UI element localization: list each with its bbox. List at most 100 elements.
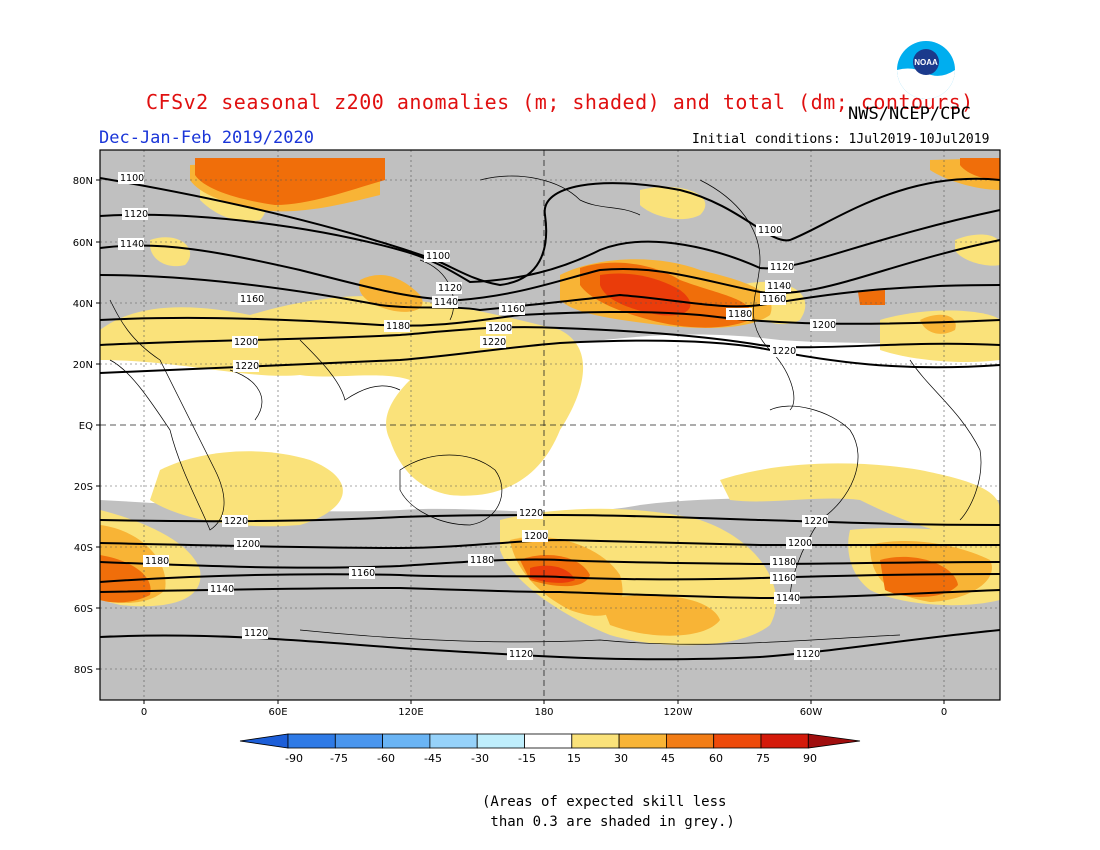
- contour-label-1200-b: 1200: [488, 323, 512, 334]
- contour-label-1140-b: 1140: [434, 297, 458, 308]
- contour-label: 1120: [122, 208, 148, 220]
- lat-label-80s: 80S: [74, 665, 93, 676]
- contour-label-1140-e: 1140: [776, 593, 800, 604]
- colorbar-label: -45: [424, 752, 442, 765]
- height-contours: [99, 177, 1001, 661]
- contour-label-1100-c: 1100: [758, 225, 782, 236]
- contour-label-1140-c: 1140: [767, 281, 791, 292]
- initial-conditions: Initial conditions: 1Jul2019-10Jul2019: [692, 132, 990, 147]
- contour-label: 1200: [522, 530, 548, 542]
- contour-label-1120-d: 1120: [244, 628, 268, 639]
- contour-label: 1120: [768, 261, 794, 273]
- contour-label-1180-a: 1180: [386, 321, 410, 332]
- contour-label-1100-b: 1100: [426, 251, 450, 262]
- contour-label: 1140: [208, 583, 234, 595]
- colorbar-bin: [382, 733, 431, 749]
- colorbar-label: -90: [285, 752, 303, 765]
- colorbar-bin: [239, 733, 289, 749]
- contour-label: 1220: [480, 336, 506, 348]
- colorbar-bin: [618, 733, 667, 749]
- contour-label: 1220: [802, 515, 828, 527]
- contour-label-1220-c: 1220: [772, 346, 796, 357]
- contour-label: 1180: [143, 555, 169, 567]
- contour-label: 1120: [242, 627, 268, 639]
- chart-title: CFSv2 seasonal z200 anomalies (m; shaded…: [146, 90, 974, 114]
- contour-label: 1220: [233, 360, 259, 372]
- contour-label: 1220: [517, 507, 543, 519]
- contour-label-1140-d: 1140: [210, 584, 234, 595]
- lon-label-180: 180: [534, 707, 553, 718]
- lat-label-60s: 60S: [74, 604, 93, 615]
- noaa-logo-text: NOAA: [914, 58, 938, 67]
- forecast-period: Dec-Jan-Feb 2019/2020: [99, 128, 314, 148]
- contour-label: 1200: [486, 322, 512, 334]
- contour-label: 1200: [234, 538, 260, 550]
- contour-label: 1100: [118, 172, 144, 184]
- colorbar-bin: [334, 733, 383, 749]
- contour-label-1200-a: 1200: [234, 337, 258, 348]
- contour-label: 1200: [232, 336, 258, 348]
- contour-label: 1160: [760, 293, 786, 305]
- contour-label: 1180: [770, 556, 796, 568]
- colorbar-bin: [476, 733, 525, 749]
- contour-label: 1140: [774, 592, 800, 604]
- contour-label-1160-c: 1160: [762, 294, 786, 305]
- colorbar-label: -15: [518, 752, 536, 765]
- colorbar-label: 45: [661, 752, 675, 765]
- lat-label-20s: 20S: [74, 482, 93, 493]
- colorbar-bin: [666, 733, 715, 749]
- contour-label-1120-f: 1120: [796, 649, 820, 660]
- contour-label-1140-a: 1140: [120, 239, 144, 250]
- anomaly-60-75: [530, 273, 691, 583]
- contour-label: 1220: [770, 345, 796, 357]
- contour-label-group: 1100 1100 1100 1120 1120 1120 1140 1140 …: [118, 172, 836, 660]
- contour-label-1180-e: 1180: [772, 557, 796, 568]
- contour-label-1100-a: 1100: [120, 173, 144, 184]
- contour-label: 1200: [810, 319, 836, 331]
- colorbar: [239, 733, 861, 749]
- noaa-logo-icon: NOAA: [897, 41, 955, 99]
- contour-label: 1160: [238, 293, 264, 305]
- contour-label: 1160: [770, 572, 796, 584]
- contour-label: 1180: [384, 320, 410, 332]
- lon-label-60w: 60W: [800, 707, 823, 718]
- axis-ticks: [96, 179, 945, 704]
- contour-label: 1140: [432, 296, 458, 308]
- reference-lines: [100, 150, 1000, 700]
- contour-label-1220-e: 1220: [519, 508, 543, 519]
- colorbar-bin: [713, 733, 762, 749]
- contour-label-1220-d: 1220: [224, 516, 248, 527]
- contour-label-1220-a: 1220: [235, 361, 259, 372]
- contour-label-1120-c: 1120: [770, 262, 794, 273]
- contour-label-1200-d: 1200: [236, 539, 260, 550]
- contour-label-1220-f: 1220: [804, 516, 828, 527]
- colorbar-bin: [807, 733, 861, 749]
- coastlines: [109, 175, 982, 645]
- skill-note: (Areas of expected skill less than 0.3 a…: [482, 794, 735, 830]
- colorbar-bin: [287, 733, 336, 749]
- contour-label: 1160: [349, 567, 375, 579]
- colorbar-bin: [571, 733, 620, 749]
- colorbar-label: 60: [709, 752, 723, 765]
- colorbar-label: -60: [377, 752, 395, 765]
- latitude-axis: 80N 60N 40N 20N EQ 20S 40S 60S 80S: [73, 176, 93, 676]
- contour-label: 1140: [118, 238, 144, 250]
- lat-label-60n: 60N: [73, 238, 93, 249]
- contour-label: 1120: [436, 282, 462, 294]
- lon-label-120w: 120W: [664, 707, 693, 718]
- colorbar-label: 75: [756, 752, 770, 765]
- colorbar-bin: [760, 733, 809, 749]
- contour-label-1160-d: 1160: [351, 568, 375, 579]
- lat-label-40n: 40N: [73, 299, 93, 310]
- lon-label-0-right: 0: [941, 707, 947, 718]
- contour-label: 1120: [507, 648, 533, 660]
- lat-label-40s: 40S: [74, 543, 93, 554]
- colorbar-labels: -90 -75 -60 -45 -30 -15 15 30 45 60 75 9…: [285, 752, 817, 765]
- lon-label-60e: 60E: [268, 707, 287, 718]
- colorbar-bin: [524, 733, 573, 749]
- colorbar-label: -30: [471, 752, 489, 765]
- agency-label: NWS/NCEP/CPC: [848, 104, 971, 124]
- contour-label-1200-f: 1200: [788, 538, 812, 549]
- colorbar-label: 90: [803, 752, 817, 765]
- contour-label: 1220: [222, 515, 248, 527]
